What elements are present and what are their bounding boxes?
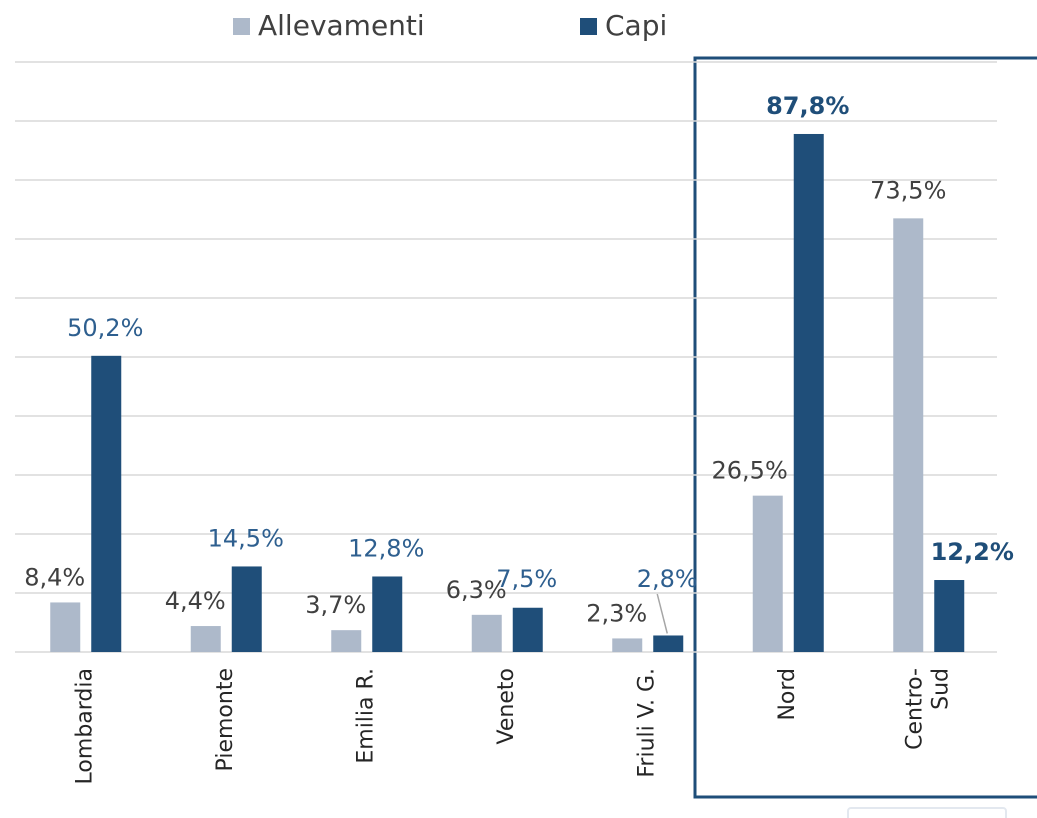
value-label: 4,4% [165,587,226,615]
legend-swatch [580,18,597,35]
value-label: 26,5% [712,457,788,485]
value-label: 6,3% [446,576,507,604]
bar [190,626,221,652]
value-label: 73,5% [870,176,946,204]
x-tick-label: Piemonte [213,668,238,771]
bar [91,355,122,652]
legend-label: Capi [605,9,667,42]
x-tick-label: Nord [775,668,800,721]
frame-edge [847,807,1007,818]
bar [331,630,362,652]
legend-label: Allevamenti [258,9,425,42]
bar [612,638,643,652]
bar [231,566,262,652]
highlight-box [693,56,1037,799]
value-label: 14,5% [208,524,284,552]
x-tick-label: Lombardia [72,668,97,784]
value-label: 12,8% [348,534,424,562]
leader-line [656,593,668,634]
bar [512,607,543,652]
bar [752,495,783,652]
value-label: 8,4% [24,563,85,591]
bar [50,602,81,652]
value-label: 7,5% [496,565,557,593]
value-label: 12,2% [931,538,1014,566]
value-label: 87,8% [766,92,849,120]
value-label: 3,7% [305,591,366,619]
bar [793,133,824,653]
bar [653,635,684,652]
value-label: 2,3% [586,599,647,627]
x-tick-label: Friuli V. G. [634,668,659,778]
value-label: 2,8% [637,565,698,593]
bar [934,580,965,652]
bar [471,614,502,652]
x-tick-label: Emilia R. [353,668,378,764]
bar [372,576,403,652]
x-tick-label: Veneto [494,668,519,744]
bar [893,218,924,652]
legend-swatch [233,18,250,35]
x-tick-label: Centro-Sud [902,668,953,750]
value-label: 50,2% [67,314,143,342]
